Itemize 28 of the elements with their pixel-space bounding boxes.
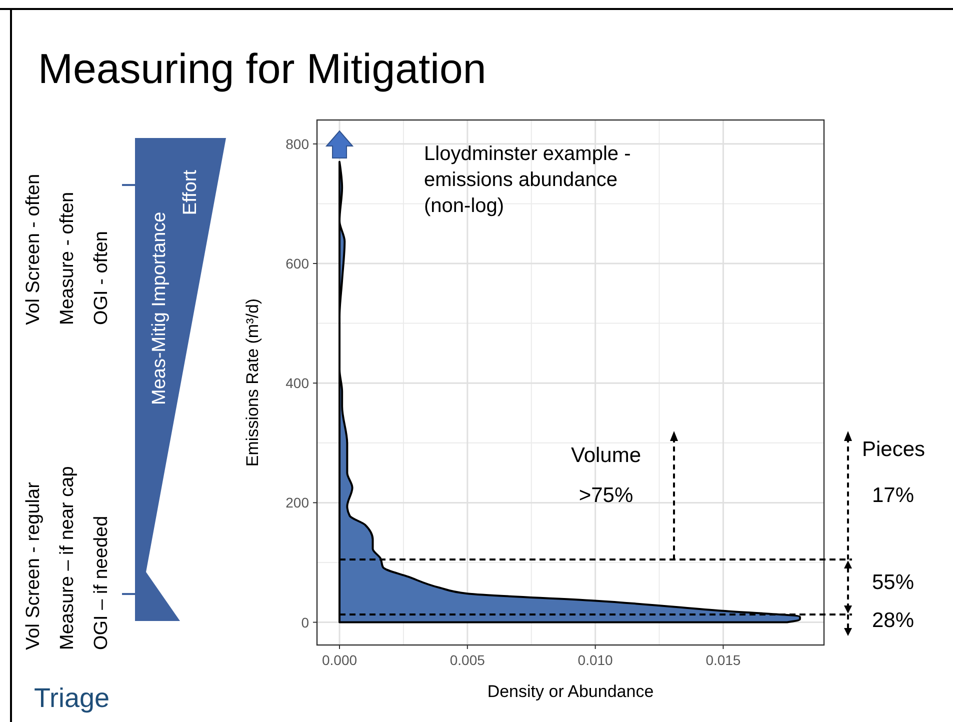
x-tick-label: 0.010	[578, 652, 614, 668]
text: 55%	[872, 571, 914, 594]
text: Triage	[34, 683, 110, 713]
text: 28%	[872, 609, 914, 632]
text: Measure – if near cap	[57, 466, 78, 650]
text: Vol Screen - often	[23, 174, 44, 325]
text: OGI - often	[91, 231, 112, 325]
text: OGI – if needed	[91, 516, 112, 650]
text: Effort	[180, 169, 201, 216]
x-tick-label: 0.000	[322, 652, 358, 668]
annotation: Lloydminster example - emissions abundance (non-log)	[424, 143, 631, 217]
y-tick-label: 400	[286, 375, 310, 392]
chart-title: Measuring for Mitigation	[38, 45, 486, 92]
text: 17%	[872, 484, 914, 507]
annotation: Volume	[570, 444, 642, 467]
y-tick-label: 0	[301, 614, 310, 630]
y-tick-label: 600	[286, 256, 310, 272]
text: Pieces	[862, 438, 926, 461]
x-tick-label: 0.015	[706, 652, 741, 668]
y-axis-title: Emissions Rate (m³/d)	[243, 298, 262, 467]
x-tick-label: 0.005	[450, 652, 486, 668]
y-tick-label: 200	[286, 494, 310, 511]
text: Meas-Mitig Importance	[149, 212, 170, 405]
x-axis-title: Density or Abundance	[487, 682, 654, 701]
annotation: >75%	[578, 484, 634, 507]
text: Measure - often	[57, 192, 78, 325]
text: Vol Screen - regular	[23, 481, 44, 650]
y-tick-label: 800	[286, 136, 310, 152]
